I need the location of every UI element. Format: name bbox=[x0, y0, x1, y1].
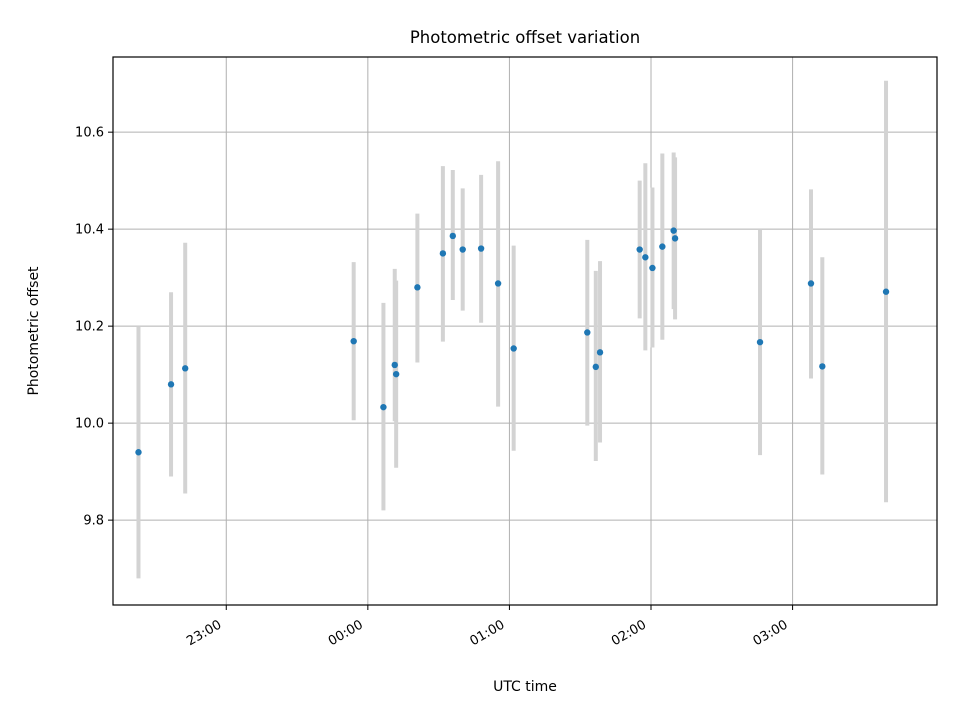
data-point bbox=[494, 280, 502, 287]
data-point bbox=[636, 246, 643, 253]
y-axis-ticks: 9.8 10.0 10.2 10.4 10.6 bbox=[75, 126, 113, 529]
y-tick-label: 10.2 bbox=[75, 320, 104, 335]
plot-frame bbox=[112, 56, 938, 606]
data-points bbox=[135, 227, 890, 456]
data-point bbox=[596, 349, 604, 356]
data-point bbox=[807, 280, 815, 287]
data-point bbox=[819, 363, 826, 370]
data-point bbox=[449, 232, 456, 240]
data-point bbox=[182, 365, 189, 372]
grid-lines bbox=[113, 57, 937, 605]
y-tick-label: 9.8 bbox=[83, 514, 104, 529]
data-point bbox=[510, 345, 517, 352]
y-tick-label: 10.0 bbox=[75, 417, 104, 432]
data-point bbox=[167, 381, 175, 388]
data-point bbox=[477, 245, 485, 252]
y-tick-label: 10.6 bbox=[75, 126, 104, 141]
data-point bbox=[659, 243, 666, 250]
data-point bbox=[882, 288, 890, 295]
data-point bbox=[649, 264, 656, 272]
data-point bbox=[756, 338, 764, 346]
data-point bbox=[642, 254, 649, 261]
y-tick-label: 10.4 bbox=[75, 223, 104, 238]
data-point bbox=[414, 284, 421, 291]
data-point bbox=[391, 361, 398, 369]
data-point bbox=[439, 250, 447, 257]
data-point bbox=[671, 235, 679, 242]
chart-title: Photometric offset variation bbox=[410, 28, 640, 47]
data-point bbox=[380, 403, 387, 411]
x-axis-label: UTC time bbox=[493, 679, 557, 695]
data-point bbox=[350, 337, 357, 345]
data-point bbox=[459, 246, 466, 253]
data-point bbox=[584, 329, 591, 336]
y-axis-label: Photometric offset bbox=[26, 266, 42, 396]
data-point bbox=[392, 370, 400, 378]
data-point bbox=[135, 449, 142, 456]
data-point bbox=[592, 363, 599, 371]
data-point bbox=[670, 227, 677, 234]
